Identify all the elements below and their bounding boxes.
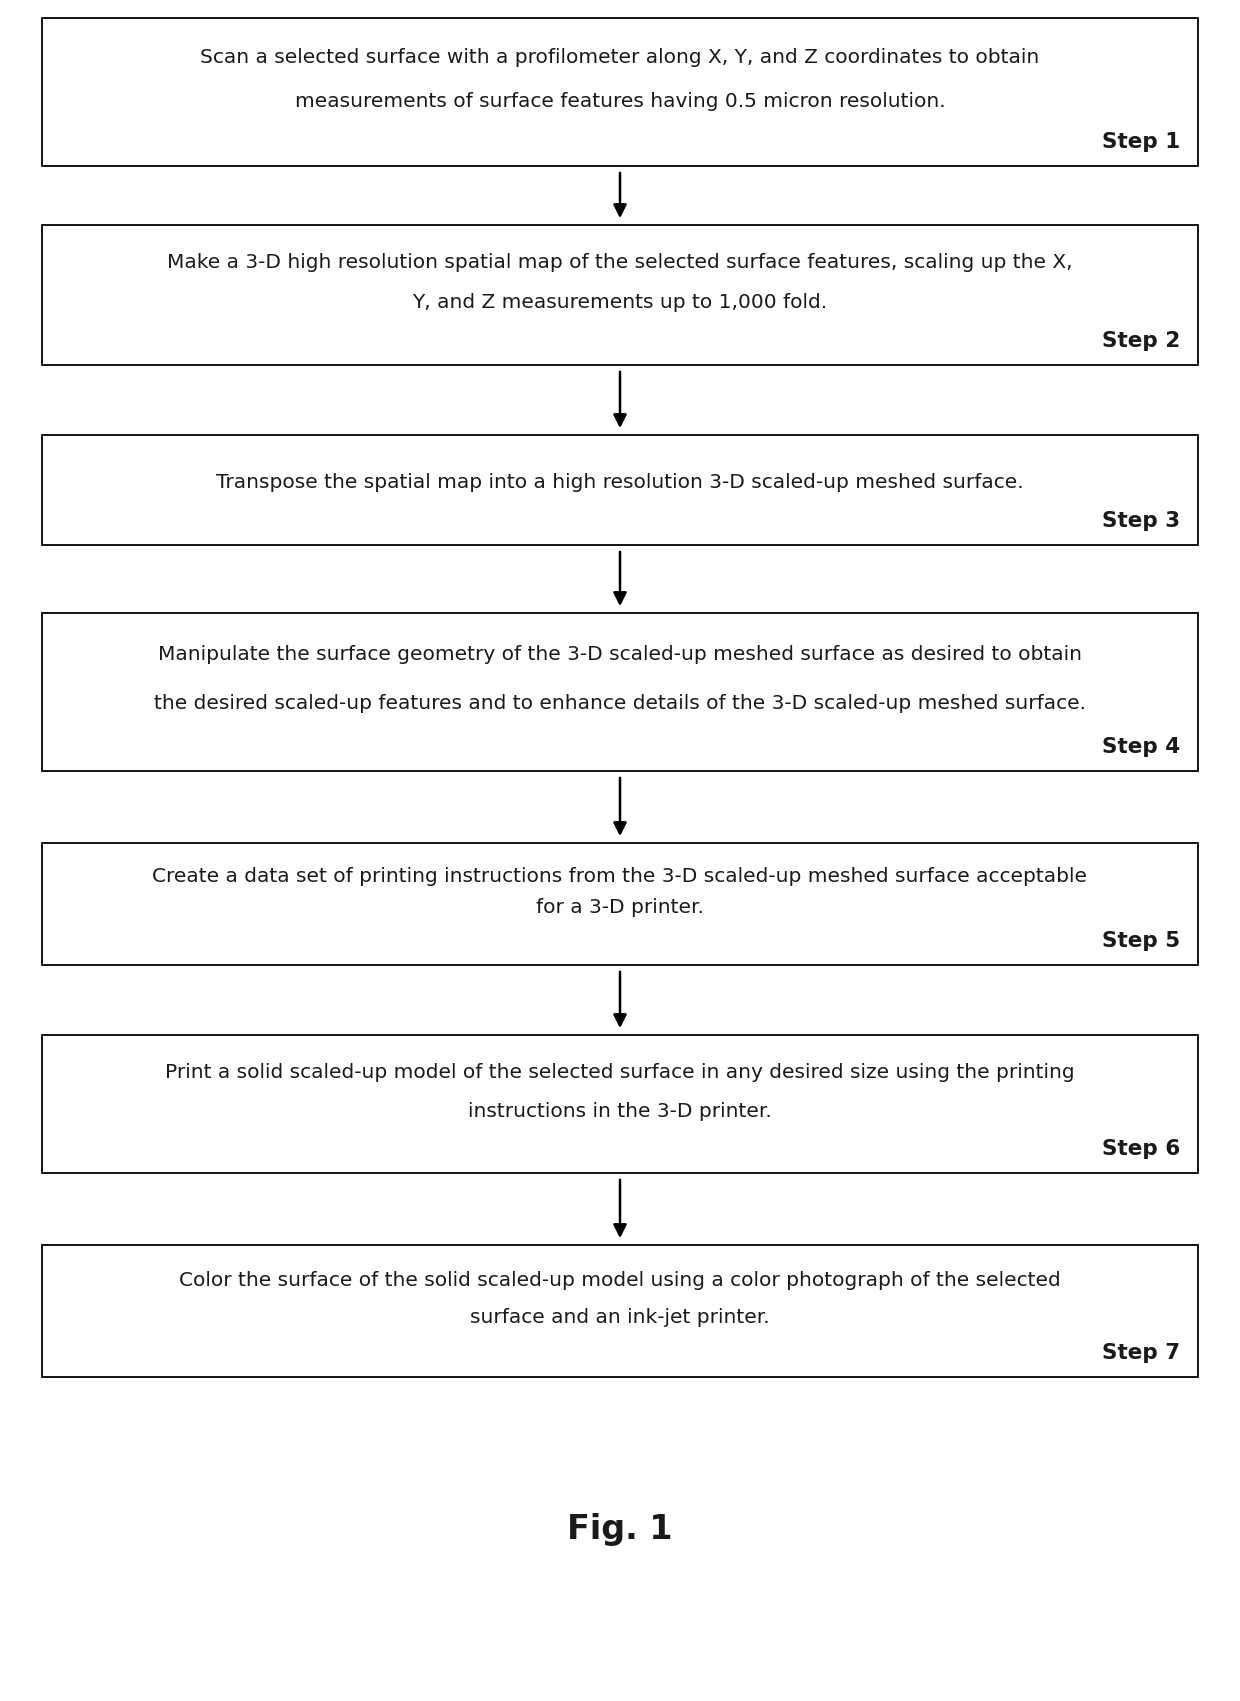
Text: Step 7: Step 7 [1102,1344,1180,1363]
Bar [42,612,1198,771]
Text: instructions in the 3-D printer.: instructions in the 3-D printer. [469,1102,771,1121]
Bar [42,844,1198,964]
Text: the desired scaled-up features and to enhance details of the 3-D scaled-up meshe: the desired scaled-up features and to en… [154,694,1086,713]
Text: Transpose the spatial map into a high resolution 3-D scaled-up meshed surface.: Transpose the spatial map into a high re… [216,473,1024,492]
Text: Y, and Z measurements up to 1,000 fold.: Y, and Z measurements up to 1,000 fold. [413,293,827,313]
Text: for a 3-D printer.: for a 3-D printer. [536,898,704,917]
Bar [42,435,1198,544]
Text: Print a solid scaled-up model of the selected surface in any desired size using : Print a solid scaled-up model of the sel… [165,1063,1075,1082]
Text: Manipulate the surface geometry of the 3-D scaled-up meshed surface as desired t: Manipulate the surface geometry of the 3… [157,645,1083,665]
Text: Step 1: Step 1 [1102,133,1180,151]
Text: Step 5: Step 5 [1102,930,1180,951]
Text: Color the surface of the solid scaled-up model using a color photograph of the s: Color the surface of the solid scaled-up… [179,1271,1061,1289]
Text: Scan a selected surface with a profilometer along X, Y, and Z coordinates to obt: Scan a selected surface with a profilome… [201,48,1039,66]
Bar [42,19,1198,167]
Text: Fig. 1: Fig. 1 [567,1514,673,1546]
Text: measurements of surface features having 0.5 micron resolution.: measurements of surface features having … [295,92,945,111]
Text: Create a data set of printing instructions from the 3-D scaled-up meshed surface: Create a data set of printing instructio… [153,866,1087,886]
Text: Step 3: Step 3 [1102,510,1180,531]
Text: Step 6: Step 6 [1102,1140,1180,1158]
Bar [42,225,1198,366]
Text: Step 2: Step 2 [1102,332,1180,350]
Text: Make a 3-D high resolution spatial map of the selected surface features, scaling: Make a 3-D high resolution spatial map o… [167,253,1073,272]
Bar [42,1245,1198,1378]
Text: Step 4: Step 4 [1102,737,1180,757]
Text: surface and an ink-jet printer.: surface and an ink-jet printer. [470,1308,770,1327]
Bar [42,1034,1198,1174]
